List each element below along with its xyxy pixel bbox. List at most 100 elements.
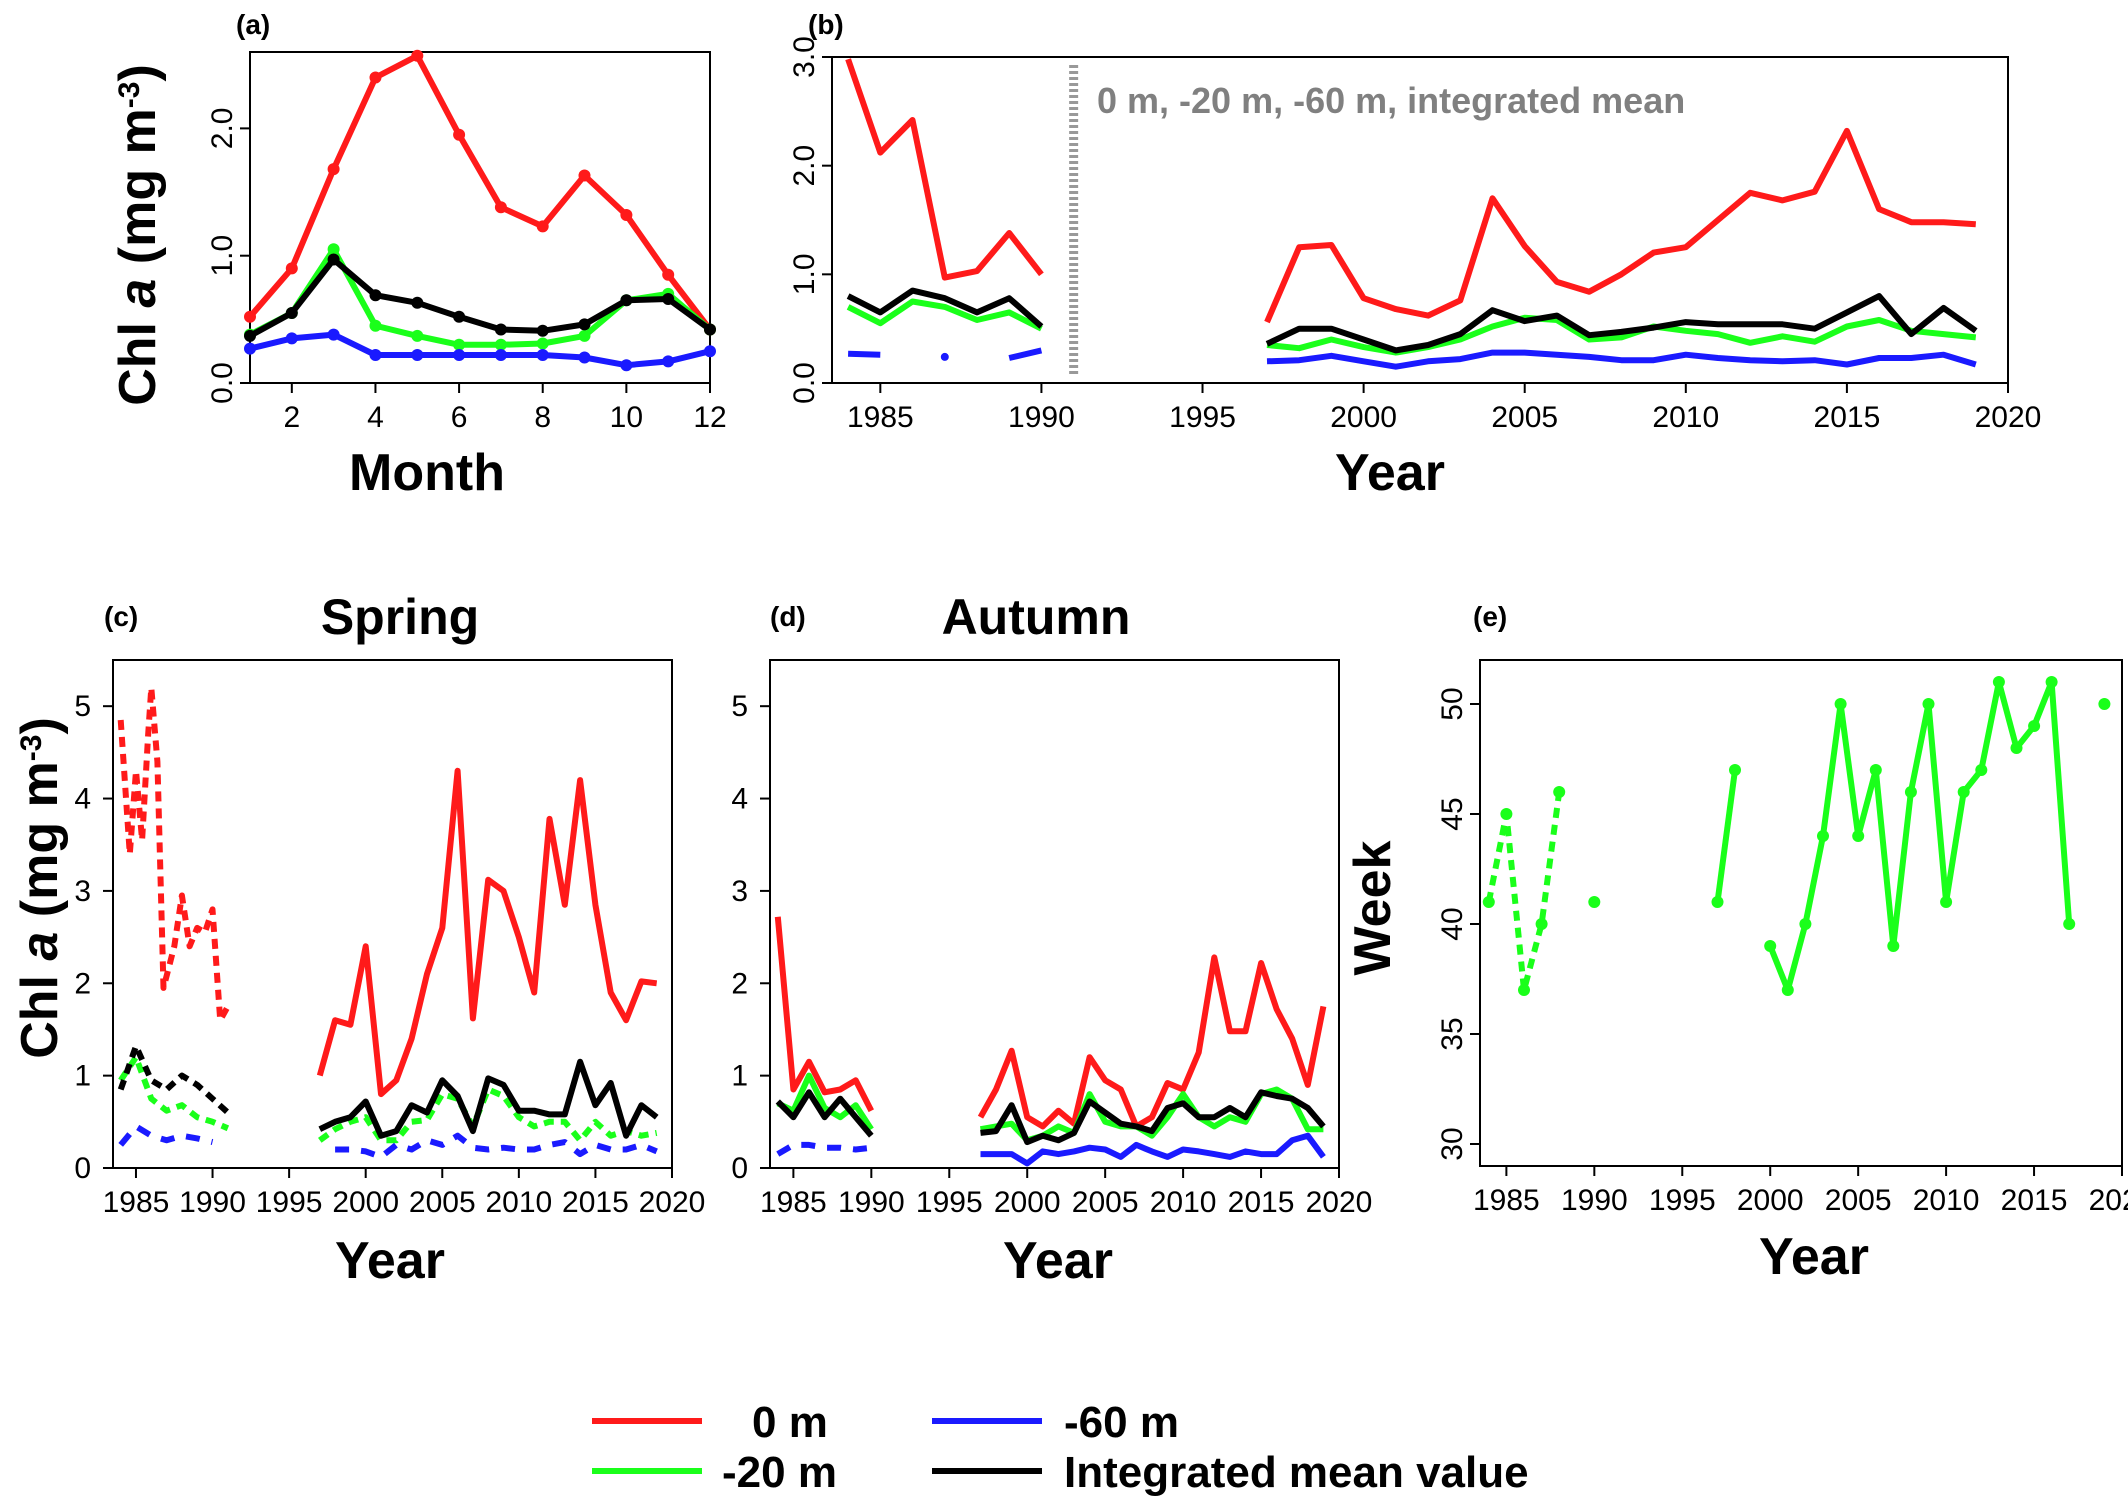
series-point-s20m: [369, 319, 382, 332]
series-point-s0m: [244, 310, 256, 323]
series-point-s0m: [327, 163, 340, 176]
series-point-s20m: [327, 243, 340, 256]
x-tick-label: 2005: [1491, 401, 1558, 434]
x-tick-label: 2015: [2001, 1184, 2068, 1217]
series-line-s60m: [335, 1132, 658, 1160]
series-line-s20m: [1714, 769, 1738, 903]
series-line-sint: [318, 1058, 659, 1139]
x-tick-label: 1990: [1008, 401, 1075, 434]
panel-e-ylabel: Week: [1344, 840, 1402, 975]
series-point-s60m: [327, 328, 340, 341]
series-point-s20m: [2063, 918, 2076, 930]
series-point-s60m: [453, 349, 466, 361]
series-point-sint: [411, 296, 424, 309]
panel-c-plot: 1985 1990 1995 2000 2005 2010 2015 2020 0 1 2 3 4 5: [74, 659, 705, 1219]
y-tick-label: 2: [74, 967, 91, 1000]
y-tick-label: 0.0: [206, 362, 239, 404]
series-line-s20m: [118, 1054, 230, 1132]
series-point-s60m: [244, 342, 256, 355]
x-tick-label: 12: [693, 401, 726, 434]
series-line-s0m: [1264, 127, 1976, 324]
series-point-s0m: [369, 71, 382, 84]
series-point-s0m: [453, 128, 466, 141]
series-point-s20m: [1799, 918, 1812, 930]
series-point-s20m: [1729, 764, 1741, 776]
x-tick-label: 2010: [1652, 401, 1719, 434]
series-point-s60m: [662, 355, 675, 368]
series-point-s20m: [1922, 698, 1935, 710]
series-point-s20m: [1553, 786, 1566, 798]
y-tick-label: 1.0: [206, 235, 239, 277]
panel-b-xlabel: Year: [1335, 444, 1445, 502]
x-tick-label: 2010: [485, 1186, 552, 1219]
y-tick-label: 0: [731, 1152, 748, 1185]
x-tick-label: 2005: [409, 1186, 476, 1219]
x-tick-label: 2010: [1150, 1186, 1217, 1219]
panel-d-title: Autumn: [942, 589, 1131, 645]
series-point-s60m: [578, 351, 591, 364]
panel-d-frame: [769, 659, 1340, 1169]
legend: 0 m -20 m -60 m Integrated mean value: [592, 1398, 1529, 1497]
x-tick-label: 1990: [179, 1186, 246, 1219]
y-tick-label: 0: [74, 1152, 91, 1185]
y-tick-label: 50: [1436, 687, 1469, 720]
panel-e-xlabel: Year: [1759, 1228, 1869, 1286]
series-line-s20m: [846, 298, 1043, 332]
series-point-s20m: [2098, 698, 2111, 710]
series-point-sint: [244, 329, 256, 342]
series-point-s20m: [1535, 918, 1548, 930]
y-tick-label: 30: [1436, 1127, 1469, 1160]
panel-c-frame: [112, 659, 673, 1169]
x-tick-label: 2020: [2089, 1184, 2128, 1217]
x-tick-label: 2015: [1814, 401, 1881, 434]
panel-e-label: (e): [1473, 601, 1507, 632]
panel-b-annotation: 0 m, -20 m, -60 m, integrated mean: [1097, 80, 1685, 121]
x-tick-label: 2000: [1737, 1184, 1804, 1217]
x-tick-label: 1995: [1169, 401, 1236, 434]
x-tick-label: 1995: [256, 1186, 323, 1219]
series-point-s20m: [578, 329, 591, 342]
series-line-s20m: [1485, 791, 1563, 993]
series-point-s60m: [940, 352, 949, 361]
series-point-s20m: [1500, 808, 1513, 820]
series-line-sint: [980, 1089, 1326, 1146]
series-point-s20m: [1518, 984, 1530, 996]
x-tick-label: 1995: [916, 1186, 983, 1219]
x-tick-label: 2: [283, 401, 300, 434]
y-tick-label: 0.0: [788, 362, 821, 404]
series-line-s20m: [1266, 314, 1977, 356]
series-line-s0m: [977, 954, 1327, 1130]
series-point-s20m: [1817, 830, 1829, 842]
panel-a-plot: 2 4 6 8 10 12 0.0 1.0 2.0: [206, 49, 727, 434]
series-point-s20m: [1588, 896, 1601, 908]
series-line-s20m: [776, 1072, 874, 1131]
series-point-s0m: [285, 262, 298, 275]
series-line-s0m: [117, 684, 231, 1024]
series-point-s20m: [1781, 984, 1794, 996]
x-tick-label: 1990: [1561, 1184, 1628, 1217]
series-line-sint: [775, 1089, 874, 1138]
series-point-s0m: [411, 49, 424, 62]
x-tick-label: 8: [534, 401, 551, 434]
x-tick-label: 2000: [1330, 401, 1397, 434]
x-tick-label: 2015: [1228, 1186, 1295, 1219]
panel-a-frame: [249, 51, 711, 384]
x-tick-label: 2015: [562, 1186, 629, 1219]
panel-e-plot: 1985 1990 1995 2000 2005 2010 2015 2020 30 35 40 45…: [1436, 659, 2128, 1217]
panel-b-frame: [831, 56, 2009, 384]
legend-label-0m: 0 m: [752, 1398, 828, 1447]
y-tick-label: 45: [1436, 797, 1469, 830]
series-point-s0m: [662, 268, 675, 281]
y-tick-label: 2.0: [206, 108, 239, 150]
panel-a-xlabel: Month: [349, 444, 505, 502]
series-point-sint: [369, 289, 382, 302]
series-line-s20m: [318, 1086, 658, 1144]
series-line-s0m: [247, 52, 713, 332]
y-tick-label: 40: [1436, 907, 1469, 940]
series-point-sint: [327, 253, 340, 266]
y-tick-label: 5: [731, 690, 748, 723]
panel-d-xlabel: Year: [1003, 1232, 1113, 1290]
series-line-s60m: [776, 1141, 872, 1157]
